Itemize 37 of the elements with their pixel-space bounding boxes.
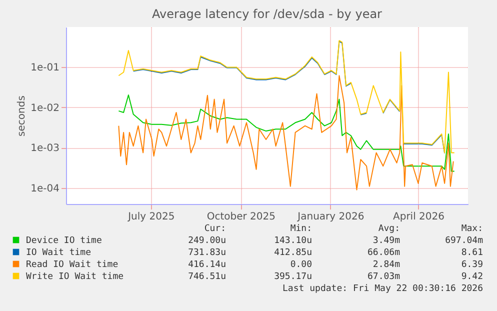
text: 143.10u [274,236,312,246]
text: 746.51u [188,272,226,282]
text: 8.61 [461,248,483,258]
legend-label: IO Wait time [26,248,92,258]
text: 6.39 [461,260,483,270]
text: Cur: [204,224,226,234]
text: 395.17u [274,272,312,282]
text: 416.14u [188,260,226,270]
y-tick-label: 1e-04 [30,183,60,194]
text: 249.00u [188,236,226,246]
x-tick-label: January 2026 [296,212,364,222]
y-tick-label: 1e-01 [30,62,60,74]
y-tick-label: 1e-02 [30,102,60,114]
chart-title: Average latency for /dev/sda - by year [152,7,382,21]
x-tick-label: July 2025 [127,212,175,222]
text: 412.85u [274,248,312,258]
y-tick-label: 1e-03 [30,143,60,154]
text: 0.00 [290,260,312,270]
text: Avg: [378,224,400,234]
legend-label: Write IO Wait time [26,272,124,282]
text: 731.83u [188,248,226,258]
x-tick-label: October 2025 [206,212,276,222]
text: Last update: Fri May 22 00:30:16 2026 [282,284,483,294]
line-series [118,94,455,172]
text: 697.04m [445,236,483,246]
text: Min: [290,224,312,234]
x-tick-label: April 2026 [392,212,444,222]
legend-label: Read IO Wait time [26,260,118,270]
text: Max: [461,224,483,234]
text: 66.06m [367,248,400,258]
text: 3.49m [372,236,400,246]
text: 2.84m [372,260,400,270]
text: 9.42 [461,272,483,282]
y-axis-title: seconds [16,96,28,136]
text: 67.03m [367,272,400,282]
legend-label: Device IO time [26,236,102,246]
line-series [118,75,454,190]
